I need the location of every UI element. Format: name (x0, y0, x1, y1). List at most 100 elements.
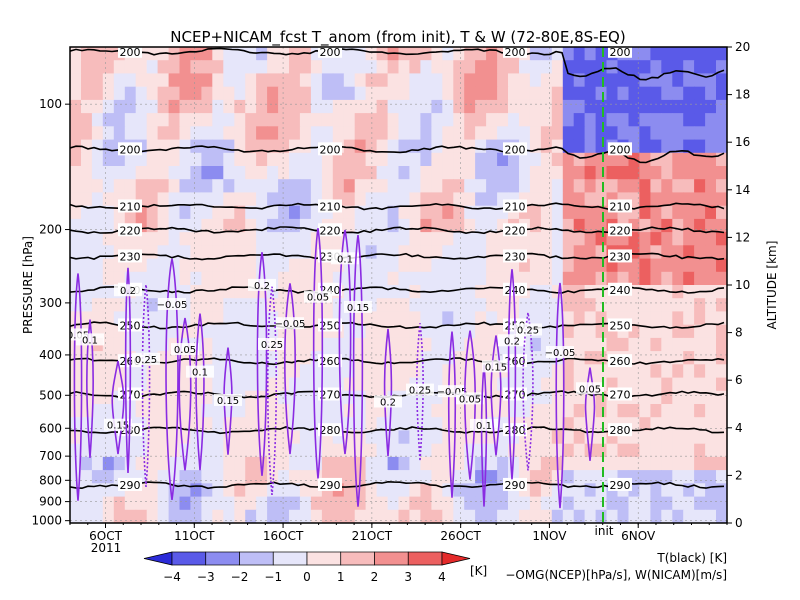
contour-label-bg (118, 142, 142, 156)
anomaly-cell (376, 417, 389, 431)
anomaly-cell (584, 99, 597, 114)
anomaly-cell (497, 456, 509, 471)
anomaly-cell (146, 218, 159, 233)
anomaly-cell (212, 456, 224, 471)
anomaly-cell (420, 139, 432, 154)
anomaly-cell (409, 258, 421, 273)
anomaly-cell (146, 152, 159, 167)
anomaly-cell (179, 218, 191, 233)
anomaly-cell (529, 443, 542, 458)
anomaly-cell (529, 232, 542, 246)
anomaly-cell (267, 271, 279, 286)
anomaly-cell (332, 324, 345, 339)
anomaly-cell (365, 166, 378, 180)
anomaly-cell (464, 139, 476, 154)
anomaly-cell (113, 152, 126, 167)
anomaly-cell (486, 60, 498, 74)
anomaly-cell (278, 179, 290, 193)
anomaly-cell (705, 60, 717, 74)
anomaly-cell (223, 337, 235, 352)
anomaly-cell (102, 166, 115, 180)
anomaly-cell (289, 232, 301, 246)
anomaly-cell (661, 99, 673, 114)
anomaly-cell (256, 271, 268, 286)
anomaly-cell (464, 179, 476, 193)
anomaly-cell (508, 509, 520, 523)
anomaly-cell (562, 271, 575, 286)
anomaly-cell (168, 311, 181, 326)
anomaly-cell (661, 311, 673, 326)
anomaly-cell (332, 298, 345, 312)
anomaly-cell (157, 166, 170, 180)
anomaly-cell (256, 60, 268, 74)
anomaly-cell (102, 430, 115, 445)
anomaly-cell (365, 271, 378, 286)
anomaly-cell (91, 205, 104, 220)
anomaly-cell (289, 86, 301, 101)
anomaly-cell (573, 456, 586, 471)
anomaly-cell (343, 456, 356, 471)
anomaly-cell (343, 430, 356, 445)
anomaly-cell (683, 364, 695, 379)
anomaly-cell (475, 245, 487, 260)
anomaly-cell (354, 113, 367, 127)
anomaly-cell (245, 218, 257, 233)
anomaly-cell (409, 483, 421, 498)
anomaly-cell (617, 205, 629, 220)
anomaly-cell (442, 364, 454, 379)
anomaly-cell (223, 271, 235, 286)
anomaly-cell (245, 298, 257, 312)
anomaly-cell (310, 218, 323, 233)
anomaly-cell (672, 258, 684, 273)
anomaly-cell (672, 73, 684, 88)
anomaly-cell (661, 166, 673, 180)
anomaly-cell (157, 470, 170, 484)
anomaly-cell (179, 430, 191, 445)
anomaly-cell (245, 337, 257, 352)
anomaly-cell (135, 404, 148, 418)
anomaly-cell (617, 271, 629, 286)
anomaly-cell (289, 456, 301, 471)
anomaly-cell (212, 417, 224, 431)
w-contour (195, 313, 205, 471)
anomaly-cell (705, 470, 717, 484)
anomaly-cell (595, 430, 608, 445)
anomaly-cell (223, 152, 235, 167)
anomaly-cell (201, 205, 213, 220)
anomaly-cell (299, 311, 312, 326)
anomaly-cell (91, 483, 104, 498)
colorbar-segment (306, 551, 342, 566)
anomaly-cell (190, 152, 202, 167)
anomaly-cell (486, 99, 498, 114)
anomaly-cell (113, 73, 126, 88)
anomaly-cell (420, 298, 432, 312)
anomaly-cell (376, 430, 389, 445)
anomaly-cell (146, 60, 159, 74)
anomaly-cell (409, 324, 421, 339)
anomaly-cell (573, 364, 586, 379)
anomaly-cell (409, 337, 421, 352)
anomaly-cell (606, 364, 618, 379)
anomaly-cell (694, 430, 706, 445)
anomaly-cell (289, 509, 301, 523)
anomaly-cell (212, 232, 224, 246)
anomaly-cell (420, 258, 432, 273)
anomaly-cell (278, 285, 290, 299)
anomaly-cell (321, 443, 334, 458)
anomaly-cell (135, 179, 148, 193)
anomaly-cell (661, 245, 673, 260)
anomaly-cell (146, 337, 159, 352)
anomaly-cell (310, 377, 323, 392)
anomaly-cell (420, 404, 432, 418)
anomaly-cell (376, 113, 389, 127)
anomaly-cell (409, 509, 421, 523)
anomaly-cell (234, 205, 246, 220)
anomaly-cell (343, 73, 356, 88)
anomaly-cell (245, 509, 257, 523)
anomaly-cell (81, 285, 93, 299)
anomaly-cell (387, 443, 400, 458)
anomaly-cell (354, 324, 367, 339)
anomaly-cell (70, 509, 82, 523)
anomaly-cell (190, 483, 202, 498)
anomaly-cell (694, 324, 706, 339)
